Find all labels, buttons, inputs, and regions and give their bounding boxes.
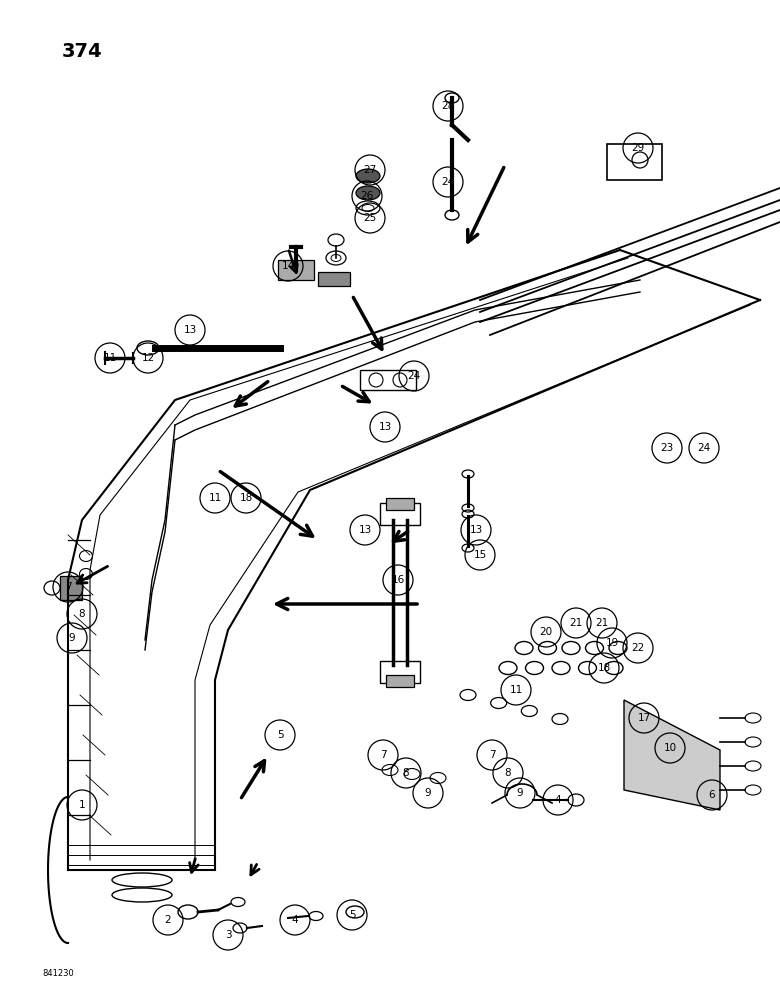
Bar bbox=[386, 498, 414, 510]
Text: 26: 26 bbox=[360, 191, 374, 201]
Text: 12: 12 bbox=[141, 353, 154, 363]
Text: 15: 15 bbox=[473, 550, 487, 560]
Text: 13: 13 bbox=[358, 525, 371, 535]
Text: 24: 24 bbox=[407, 371, 420, 381]
Text: 9: 9 bbox=[424, 788, 431, 798]
Text: 23: 23 bbox=[661, 443, 674, 453]
Text: 2: 2 bbox=[165, 915, 172, 925]
Text: 7: 7 bbox=[380, 750, 386, 760]
Text: 24: 24 bbox=[697, 443, 711, 453]
Ellipse shape bbox=[356, 169, 380, 183]
Text: 20: 20 bbox=[540, 627, 552, 637]
Bar bbox=[360, 370, 416, 390]
Text: 21: 21 bbox=[595, 618, 608, 628]
Bar bbox=[60, 576, 82, 600]
Text: 8: 8 bbox=[402, 768, 410, 778]
Text: 14: 14 bbox=[282, 261, 295, 271]
Text: 11: 11 bbox=[509, 685, 523, 695]
Text: 18: 18 bbox=[597, 663, 611, 673]
Text: 374: 374 bbox=[62, 42, 103, 61]
Text: 19: 19 bbox=[605, 638, 619, 648]
Text: 5: 5 bbox=[349, 910, 356, 920]
Text: 29: 29 bbox=[631, 143, 644, 153]
Text: 17: 17 bbox=[637, 713, 651, 723]
Text: 16: 16 bbox=[392, 575, 405, 585]
Text: 11: 11 bbox=[208, 493, 222, 503]
Text: 11: 11 bbox=[104, 353, 117, 363]
Ellipse shape bbox=[44, 581, 60, 595]
Text: 18: 18 bbox=[239, 493, 253, 503]
Text: 22: 22 bbox=[631, 643, 644, 653]
Text: 9: 9 bbox=[516, 788, 523, 798]
Polygon shape bbox=[624, 700, 720, 810]
Bar bbox=[380, 503, 420, 525]
Text: 24: 24 bbox=[441, 177, 455, 187]
Ellipse shape bbox=[356, 186, 380, 200]
Text: 841230: 841230 bbox=[42, 969, 74, 978]
Text: 27: 27 bbox=[363, 165, 377, 175]
Bar bbox=[380, 661, 420, 683]
Bar bbox=[386, 675, 414, 687]
Text: 1: 1 bbox=[79, 800, 85, 810]
Text: 28: 28 bbox=[441, 101, 455, 111]
Text: 13: 13 bbox=[378, 422, 392, 432]
Text: 8: 8 bbox=[505, 768, 512, 778]
Bar bbox=[278, 260, 314, 280]
Text: 10: 10 bbox=[664, 743, 676, 753]
Text: 7: 7 bbox=[65, 582, 71, 592]
Ellipse shape bbox=[137, 341, 159, 355]
Text: 13: 13 bbox=[470, 525, 483, 535]
Bar bbox=[607, 144, 662, 180]
Text: 6: 6 bbox=[709, 790, 715, 800]
Text: 4: 4 bbox=[292, 915, 298, 925]
Text: 13: 13 bbox=[183, 325, 197, 335]
Text: 21: 21 bbox=[569, 618, 583, 628]
Text: 8: 8 bbox=[79, 609, 85, 619]
Text: 25: 25 bbox=[363, 213, 377, 223]
Text: 4: 4 bbox=[555, 795, 562, 805]
Bar bbox=[318, 272, 350, 286]
Text: 7: 7 bbox=[489, 750, 495, 760]
Text: 9: 9 bbox=[69, 633, 76, 643]
Text: 3: 3 bbox=[225, 930, 232, 940]
Text: 5: 5 bbox=[277, 730, 283, 740]
